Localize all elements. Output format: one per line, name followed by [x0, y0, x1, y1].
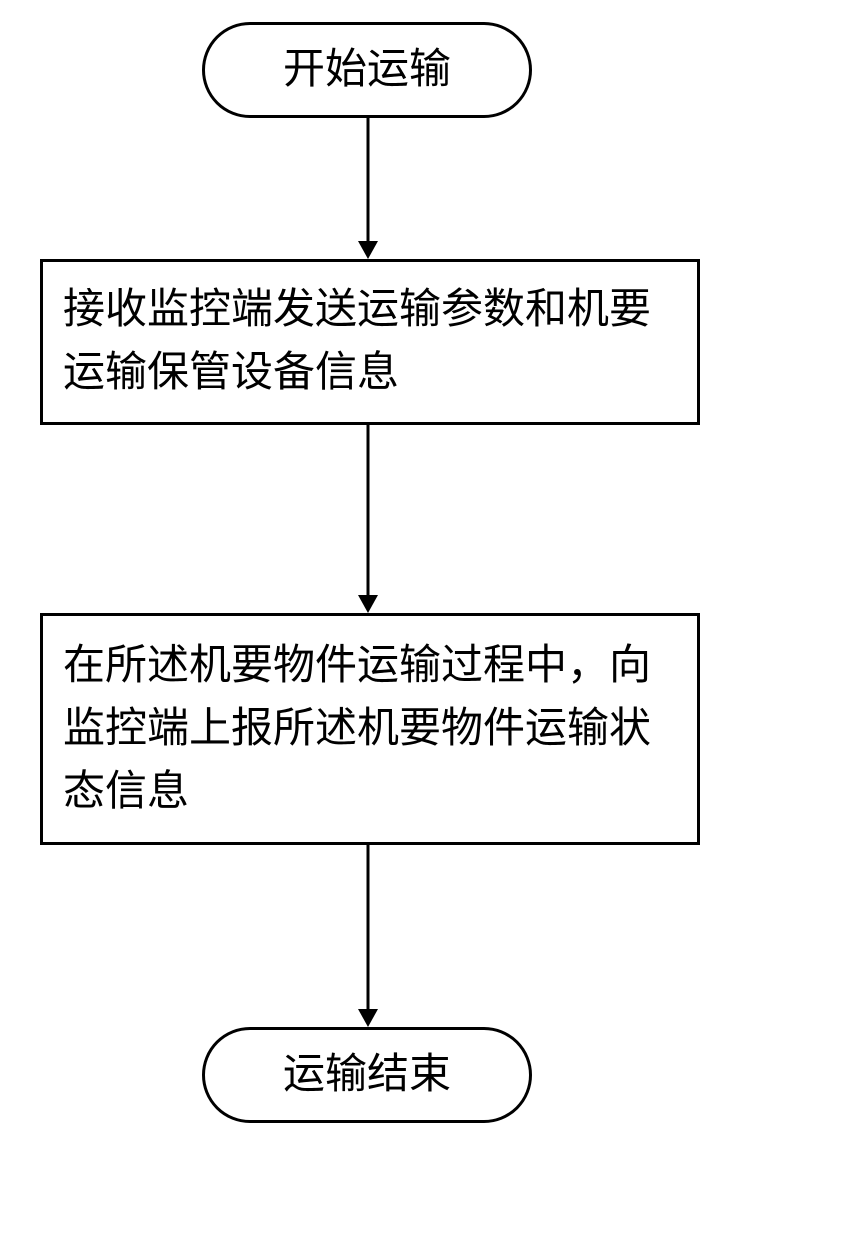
flow-node-receive: 接收监控端发送运输参数和机要运输保管设备信息: [40, 259, 700, 425]
flow-edge-receive-report: [350, 425, 386, 613]
flow-edge-start-receive: [350, 118, 386, 259]
flow-node-start: 开始运输: [202, 22, 532, 118]
flow-node-report-label: 在所述机要物件运输过程中，向监控端上报所述机要物件运输状态信息: [63, 635, 677, 824]
flow-node-end-label: 运输结束: [283, 1044, 451, 1107]
flow-node-start-label: 开始运输: [283, 39, 451, 102]
flow-node-end: 运输结束: [202, 1027, 532, 1123]
flow-node-receive-label: 接收监控端发送运输参数和机要运输保管设备信息: [63, 279, 677, 405]
flow-node-report: 在所述机要物件运输过程中，向监控端上报所述机要物件运输状态信息: [40, 613, 700, 845]
flow-edge-report-end: [350, 845, 386, 1027]
